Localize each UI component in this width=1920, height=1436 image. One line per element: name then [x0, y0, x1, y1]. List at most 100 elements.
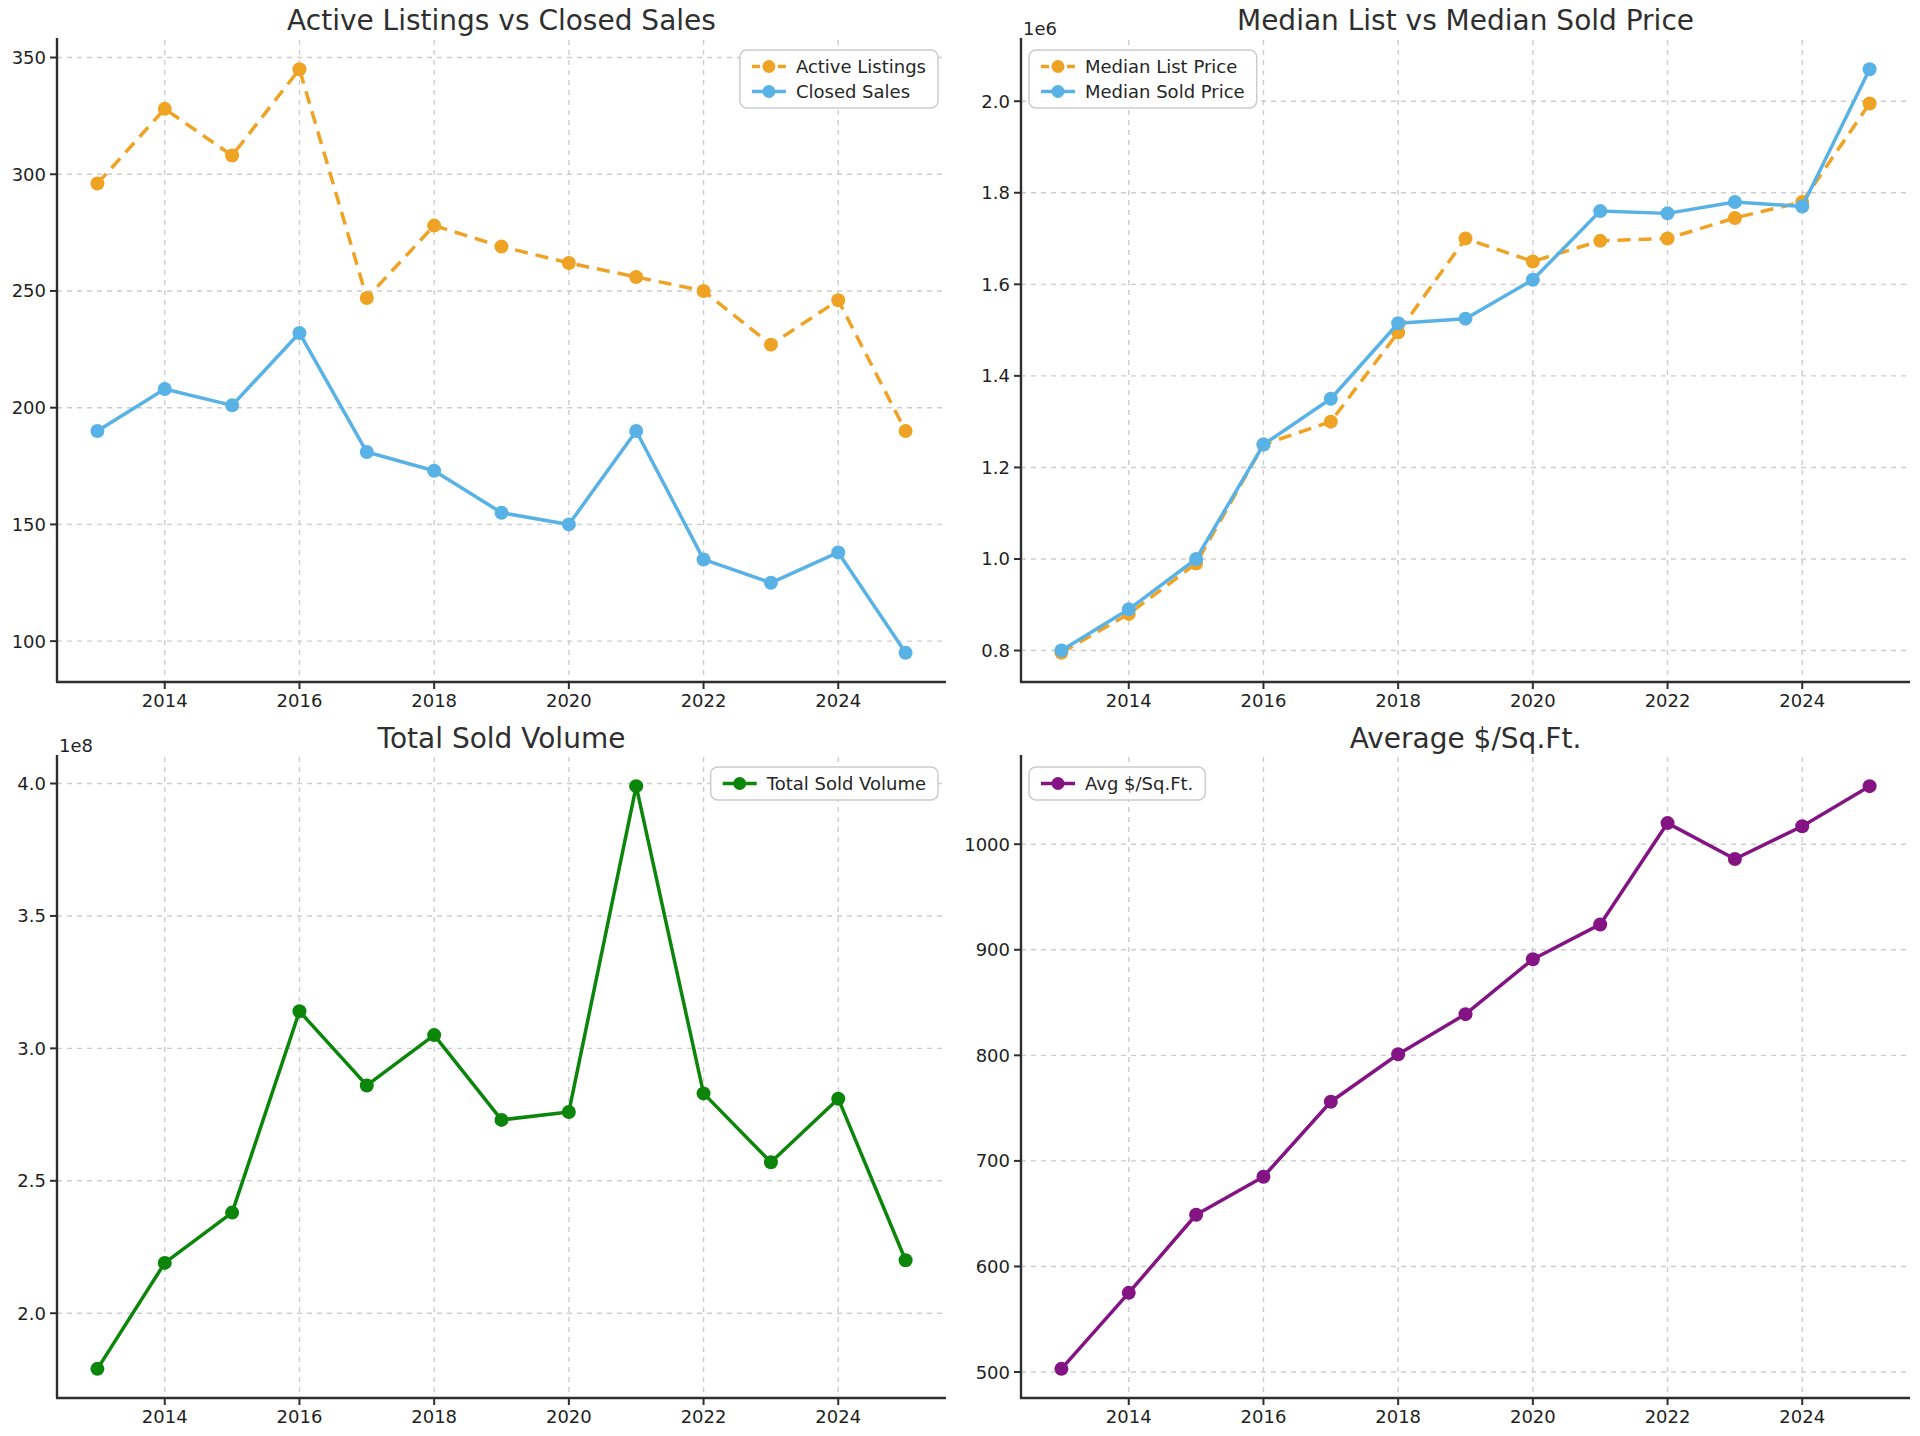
data-point-marker — [1256, 438, 1270, 452]
data-point-marker — [158, 1256, 172, 1270]
data-point-marker — [292, 62, 306, 76]
y-tick-label: 350 — [12, 47, 46, 68]
legend-marker — [1052, 85, 1065, 98]
y-tick-label: 1.6 — [981, 274, 1010, 295]
gridlines — [1021, 40, 1910, 682]
y-tick-label: 500 — [976, 1362, 1010, 1383]
data-point-marker — [427, 464, 441, 478]
gridlines — [57, 40, 946, 682]
x-tick-label: 2022 — [681, 690, 727, 711]
subplot-active-vs-closed: 2014201620182020202220241001502002503003… — [0, 0, 960, 718]
y-tick-label: 2.5 — [17, 1170, 46, 1191]
data-point-marker — [1122, 1286, 1136, 1300]
x-tick-label: 2016 — [277, 1406, 323, 1427]
data-point-marker — [90, 424, 104, 438]
x-tick-label: 2020 — [1510, 690, 1556, 711]
data-point-marker — [831, 293, 845, 307]
x-tick-label: 2024 — [1779, 1406, 1825, 1427]
y-tick-label: 600 — [976, 1256, 1010, 1277]
y-tick-label: 300 — [12, 164, 46, 185]
data-point-marker — [225, 1206, 239, 1220]
data-point-marker — [1526, 254, 1540, 268]
y-tick-label: 3.0 — [17, 1038, 46, 1059]
x-tick-label: 2014 — [142, 690, 188, 711]
data-point-marker — [360, 291, 374, 305]
legend-label: Median List Price — [1085, 56, 1237, 77]
y-tick-label: 1.8 — [981, 182, 1010, 203]
data-point-marker — [1863, 62, 1877, 76]
x-tick-label: 2016 — [1241, 1406, 1287, 1427]
data-point-marker — [90, 177, 104, 191]
subplot-avg-price-sqft: 2014201620182020202220245006007008009001… — [960, 718, 1920, 1436]
axis-offset-label: 1e8 — [59, 735, 93, 756]
chart-canvas: 2014201620182020202220241001502002503003… — [0, 0, 960, 718]
data-point-marker — [1054, 1362, 1068, 1376]
data-point-marker — [764, 576, 778, 590]
y-tick-label: 200 — [12, 397, 46, 418]
data-point-marker — [697, 552, 711, 566]
data-point-marker — [1526, 952, 1540, 966]
x-tick-label: 2020 — [546, 1406, 592, 1427]
chart-title: Median List vs Median Sold Price — [1237, 4, 1694, 37]
legend-label: Median Sold Price — [1085, 81, 1245, 102]
y-tick-label: 0.8 — [981, 640, 1010, 661]
data-point-marker — [1324, 392, 1338, 406]
data-point-marker — [1189, 1208, 1203, 1222]
legend-marker — [1052, 60, 1065, 73]
data-point-marker — [158, 382, 172, 396]
data-point-marker — [495, 1113, 509, 1127]
gridlines — [1021, 757, 1910, 1398]
data-point-marker — [1728, 195, 1742, 209]
data-point-marker — [360, 1078, 374, 1092]
data-point-marker — [1391, 316, 1405, 330]
data-point-marker — [629, 779, 643, 793]
data-point-marker — [1324, 415, 1338, 429]
data-point-marker — [899, 646, 913, 660]
data-point-marker — [1795, 819, 1809, 833]
x-tick-label: 2024 — [815, 690, 861, 711]
legend: Total Sold Volume — [711, 767, 938, 800]
axis-ticks: 2014201620182020202220245006007008009001… — [964, 834, 1825, 1427]
data-point-marker — [831, 545, 845, 559]
data-point-marker — [562, 256, 576, 270]
axis-offset-label: 1e6 — [1023, 18, 1057, 39]
legend: Median List Price Median Sold Price — [1029, 50, 1257, 108]
data-point-marker — [1593, 234, 1607, 248]
y-tick-label: 2.0 — [17, 1303, 46, 1324]
y-tick-label: 150 — [12, 514, 46, 535]
data-point-marker — [1189, 552, 1203, 566]
data-point-marker — [1593, 917, 1607, 931]
data-point-marker — [90, 1362, 104, 1376]
data-point-marker — [629, 270, 643, 284]
y-tick-label: 700 — [976, 1150, 1010, 1171]
x-tick-label: 2022 — [681, 1406, 727, 1427]
data-point-marker — [1459, 312, 1473, 326]
data-point-marker — [225, 149, 239, 163]
legend-marker — [733, 777, 746, 790]
data-point-marker — [1593, 204, 1607, 218]
axis-ticks: 2014201620182020202220242.02.53.03.54.0 — [17, 773, 861, 1427]
chart-canvas: 2014201620182020202220240.81.01.21.41.61… — [960, 0, 1920, 718]
data-point-marker — [1728, 852, 1742, 866]
y-tick-label: 1.2 — [981, 457, 1010, 478]
legend-marker — [762, 85, 775, 98]
data-point-marker — [1459, 1007, 1473, 1021]
data-point-marker — [831, 1092, 845, 1106]
data-point-marker — [764, 338, 778, 352]
subplot-total-sold-volume: 2014201620182020202220242.02.53.03.54.01… — [0, 718, 960, 1436]
legend-marker — [762, 60, 775, 73]
chart-title: Total Sold Volume — [377, 722, 626, 755]
data-point-marker — [1661, 206, 1675, 220]
data-point-marker — [1795, 200, 1809, 214]
data-point-marker — [427, 219, 441, 233]
x-tick-label: 2020 — [546, 690, 592, 711]
chart-canvas: 2014201620182020202220242.02.53.03.54.01… — [0, 718, 960, 1436]
data-point-marker — [495, 506, 509, 520]
axis-ticks: 2014201620182020202220240.81.01.21.41.61… — [981, 91, 1825, 711]
x-tick-label: 2016 — [1241, 690, 1287, 711]
data-point-marker — [158, 102, 172, 116]
x-tick-label: 2018 — [411, 690, 457, 711]
data-point-marker — [360, 445, 374, 459]
data-point-marker — [764, 1155, 778, 1169]
x-tick-label: 2024 — [1779, 690, 1825, 711]
